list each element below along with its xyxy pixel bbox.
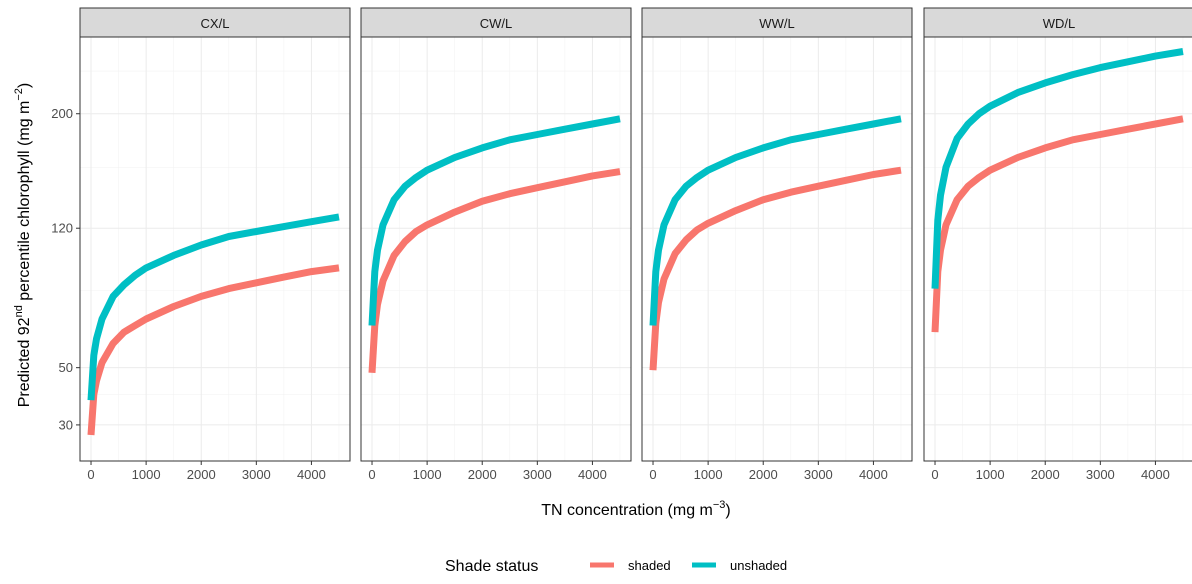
x-tick-label: 0	[87, 467, 94, 482]
panel-3: WW/L 0 1000 2000 3000 4000	[641, 7, 913, 482]
legend-label-unshaded: unshaded	[730, 558, 787, 573]
x-tick-label: 4000	[297, 467, 326, 482]
panel-4: WD/L 0 1000 2000 3000 4000	[923, 7, 1192, 482]
strip-background	[923, 7, 1192, 38]
x-tick-label: 3000	[242, 467, 271, 482]
x-axis-title-main: TN concentration (mg m	[541, 502, 713, 519]
x-tick-label: 0	[931, 467, 938, 482]
x-tick-label: 1000	[694, 467, 723, 482]
strip-label: WD/L	[1043, 16, 1076, 31]
y-axis-title-sup2: −2	[13, 88, 25, 101]
legend-label-shaded: shaded	[628, 558, 671, 573]
x-axis-title-end: )	[725, 502, 730, 519]
x-tick-label: 4000	[578, 467, 607, 482]
x-tick-label: 0	[649, 467, 656, 482]
x-tick-label: 0	[368, 467, 375, 482]
strip-label: CW/L	[480, 16, 513, 31]
legend-title: Shade status	[445, 558, 538, 575]
x-tick-label: 3000	[804, 467, 833, 482]
x-tick-label: 1000	[976, 467, 1005, 482]
strip-background	[641, 7, 913, 38]
panel-background	[80, 37, 350, 461]
series-line-shaded	[87, 264, 340, 436]
x-tick-label: 1000	[132, 467, 161, 482]
panel-2: CW/L 0 1000 2000 3000 4000	[360, 7, 632, 482]
series-line-shaded	[649, 166, 902, 371]
panel-background	[642, 37, 912, 461]
x-tick-label: 2000	[187, 467, 216, 482]
strip-background	[360, 7, 632, 38]
x-tick-label: 4000	[859, 467, 888, 482]
strip-label: CX/L	[201, 16, 230, 31]
x-tick-label: 4000	[1141, 467, 1170, 482]
x-tick-label: 1000	[413, 467, 442, 482]
x-axis-title-sup: −3	[713, 499, 726, 511]
x-tick-label: 3000	[523, 467, 552, 482]
y-tick-label: 50	[59, 360, 73, 375]
y-axis-title: Predicted 92nd percentile chlorophyll (m…	[13, 83, 33, 408]
y-axis: 30 50 120 200	[51, 106, 80, 432]
x-tick-label: 3000	[1086, 467, 1115, 482]
y-axis-title-b: percentile chlorophyll (mg m	[16, 101, 33, 306]
panel-1: CX/L 0 1000 2000 3000 4000	[79, 7, 351, 482]
series-line-shaded	[368, 168, 621, 374]
x-tick-label: 2000	[468, 467, 497, 482]
x-tick-label: 2000	[749, 467, 778, 482]
panel-background	[924, 37, 1192, 461]
series-line-shaded	[931, 115, 1184, 333]
panel-background	[361, 37, 631, 461]
y-tick-label: 30	[59, 417, 73, 432]
strip-background	[79, 7, 351, 38]
x-tick-label: 2000	[1031, 467, 1060, 482]
legend: Shade status shaded unshaded	[445, 558, 787, 575]
series-line-unshaded	[649, 115, 902, 326]
strip-label: WW/L	[759, 16, 794, 31]
series-line-unshaded	[931, 48, 1184, 289]
y-axis-title-sup1: nd	[13, 305, 25, 317]
series-line-unshaded	[368, 115, 621, 326]
y-axis-title-c: )	[16, 83, 33, 88]
y-axis-title-a: Predicted 92	[16, 317, 33, 407]
y-tick-label: 120	[51, 221, 73, 236]
series-line-unshaded	[87, 213, 340, 401]
panels-layer: CX/L 0 1000 2000 3000 4000 CW/L 0 1000 2000 3000 40…	[79, 7, 1192, 482]
y-tick-label: 200	[51, 106, 73, 121]
x-axis-title: TN concentration (mg m−3)	[541, 499, 730, 519]
